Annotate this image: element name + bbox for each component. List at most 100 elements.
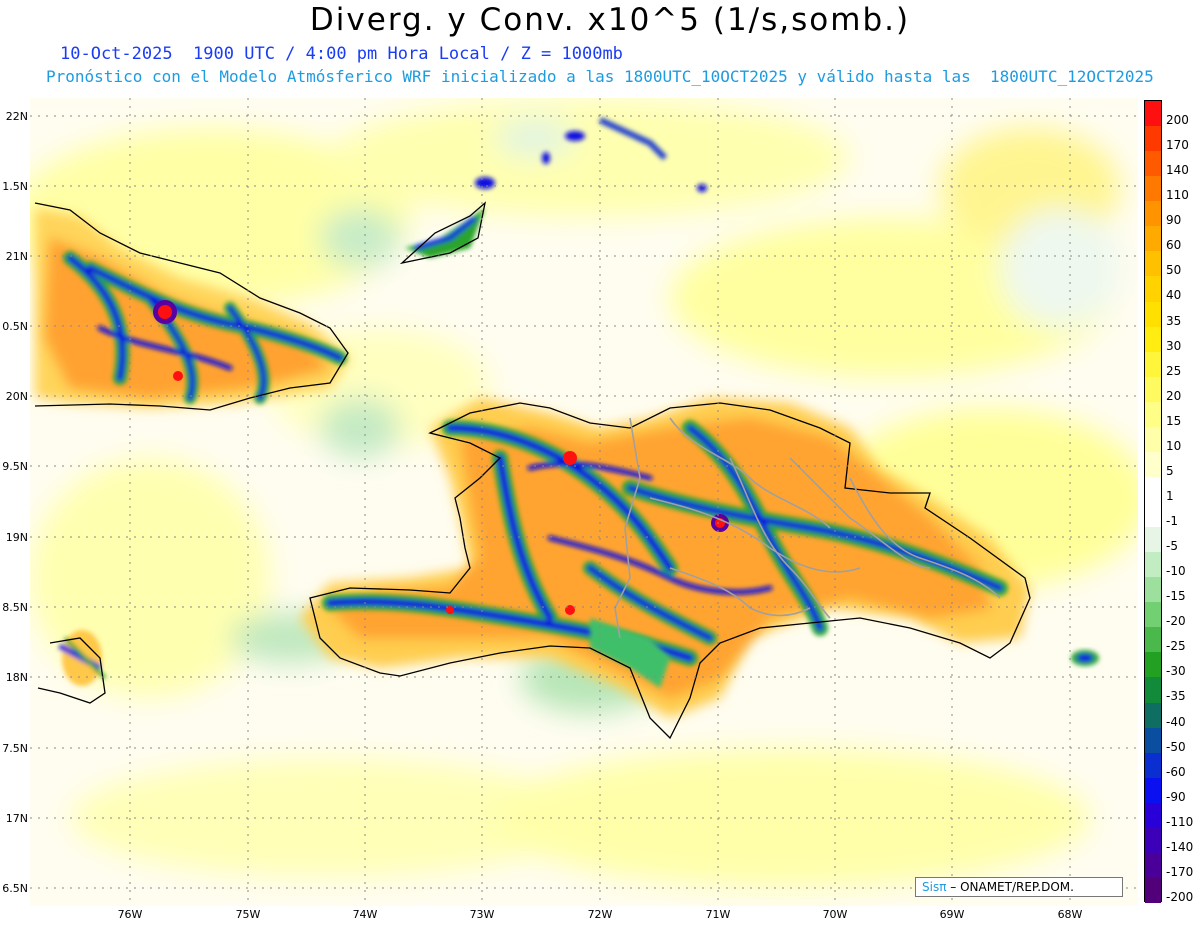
colorbar-label: 110	[1166, 188, 1189, 203]
lat-label: 22N	[5, 110, 28, 123]
colorbar-segment	[1145, 426, 1161, 452]
colorbar-label: 10	[1166, 438, 1182, 453]
colorbar-label: -15	[1166, 589, 1186, 604]
colorbar-segment	[1145, 326, 1161, 352]
colorbar-label: 50	[1166, 263, 1182, 278]
lon-label: 70W	[822, 908, 848, 921]
colorbar-label: -170	[1166, 864, 1194, 879]
colorbar-label: -30	[1166, 664, 1186, 679]
colorbar-label: -50	[1166, 739, 1186, 754]
colorbar-segment	[1145, 777, 1161, 803]
colorbar	[1144, 100, 1162, 903]
colorbar-label: 1	[1166, 488, 1174, 503]
lat-label: 9.5N	[2, 460, 28, 473]
lon-label: 72W	[587, 908, 613, 921]
colorbar-label: 40	[1166, 288, 1182, 303]
lat-label: 8.5N	[2, 601, 28, 614]
colorbar-segment	[1145, 652, 1161, 678]
lon-label: 75W	[235, 908, 261, 921]
colorbar-label: 170	[1166, 138, 1189, 153]
colorbar-label: -35	[1166, 689, 1186, 704]
colorbar-label: 60	[1166, 238, 1182, 253]
lat-label: 1.5N	[2, 180, 28, 193]
colorbar-segment	[1145, 126, 1161, 152]
colorbar-segment	[1145, 401, 1161, 427]
ocean-field	[30, 98, 1138, 888]
colorbar-segment	[1145, 752, 1161, 778]
colorbar-label: 35	[1166, 313, 1182, 328]
lat-label: 7.5N	[2, 742, 28, 755]
jamaica-field	[58, 630, 107, 686]
colorbar-label: -90	[1166, 789, 1186, 804]
lat-label: 21N	[5, 250, 28, 263]
colorbar-label: 25	[1166, 363, 1182, 378]
lat-label: 18N	[5, 671, 28, 684]
colorbar-label: -110	[1166, 814, 1194, 829]
colorbar-segment	[1145, 251, 1161, 277]
sispi-logo-text: Sisπ	[922, 880, 947, 894]
lon-label: 68W	[1057, 908, 1083, 921]
colorbar-label: -20	[1166, 614, 1186, 629]
colorbar-segment	[1145, 351, 1161, 377]
lat-label: 17N	[5, 812, 28, 825]
colorbar-segment	[1145, 201, 1161, 227]
lon-label: 69W	[939, 908, 965, 921]
colorbar-segment	[1145, 702, 1161, 728]
colorbar-segment	[1145, 176, 1161, 202]
colorbar-label: -140	[1166, 839, 1194, 854]
puerto-rico-field	[1071, 650, 1099, 666]
colorbar-segment	[1145, 226, 1161, 252]
colorbar-segment	[1145, 151, 1161, 177]
colorbar-label: -60	[1166, 764, 1186, 779]
colorbar-label: 20	[1166, 388, 1182, 403]
colorbar-label: -40	[1166, 714, 1186, 729]
lon-label: 74W	[352, 908, 378, 921]
map-panel	[30, 98, 1138, 906]
credit-box: Sisπ – ONAMET/REP.DOM.	[915, 877, 1123, 897]
colorbar-label: -1	[1166, 514, 1178, 529]
colorbar-segment	[1145, 802, 1161, 828]
colorbar-segment	[1145, 577, 1161, 603]
colorbar-segment	[1145, 727, 1161, 753]
colorbar-segment	[1145, 552, 1161, 578]
graticule	[30, 98, 1138, 906]
colorbar-segment	[1145, 276, 1161, 302]
lon-label: 71W	[705, 908, 731, 921]
colorbar-segment	[1145, 451, 1161, 477]
colorbar-segment	[1145, 376, 1161, 402]
colorbar-label: -25	[1166, 639, 1186, 654]
colorbar-segment	[1145, 101, 1161, 127]
colorbar-segment	[1145, 852, 1161, 878]
colorbar-label: 90	[1166, 213, 1182, 228]
colorbar-label: 140	[1166, 163, 1189, 178]
colorbar-segment	[1145, 301, 1161, 327]
cuba-convergence-field	[35, 208, 350, 408]
lat-label: 20N	[5, 390, 28, 403]
colorbar-label: -10	[1166, 564, 1186, 579]
colorbar-segment	[1145, 502, 1161, 528]
colorbar-segment	[1145, 476, 1161, 502]
colorbar-label: 200	[1166, 113, 1189, 128]
lat-label: 6.5N	[2, 882, 28, 895]
lon-label: 73W	[469, 908, 495, 921]
chart-title: Diverg. y Conv. x10^5 (1/s,somb.)	[309, 2, 911, 38]
colorbar-segment	[1145, 627, 1161, 653]
colorbar-segment	[1145, 827, 1161, 853]
colorbar-label: -200	[1166, 889, 1194, 904]
colorbar-label: 15	[1166, 413, 1182, 428]
colorbar-label: 30	[1166, 338, 1182, 353]
colorbar-segment	[1145, 877, 1161, 903]
colorbar-segment	[1145, 677, 1161, 703]
credit-text: – ONAMET/REP.DOM.	[946, 880, 1074, 894]
colorbar-label: -5	[1166, 539, 1178, 554]
colorbar-segment	[1145, 602, 1161, 628]
coastlines	[34, 201, 1031, 740]
lat-label: 0.5N	[2, 320, 28, 333]
hispaniola-convergence-field	[300, 398, 1030, 718]
colorbar-label: 5	[1166, 463, 1174, 478]
lat-label: 19N	[5, 531, 28, 544]
colorbar-segment	[1145, 527, 1161, 553]
lon-label: 76W	[117, 908, 143, 921]
valid-time-subtitle: 10-Oct-2025 1900 UTC / 4:00 pm Hora Loca…	[60, 44, 623, 64]
model-run-subtitle: Pronóstico con el Modelo Atmósferico WRF…	[46, 67, 1154, 86]
